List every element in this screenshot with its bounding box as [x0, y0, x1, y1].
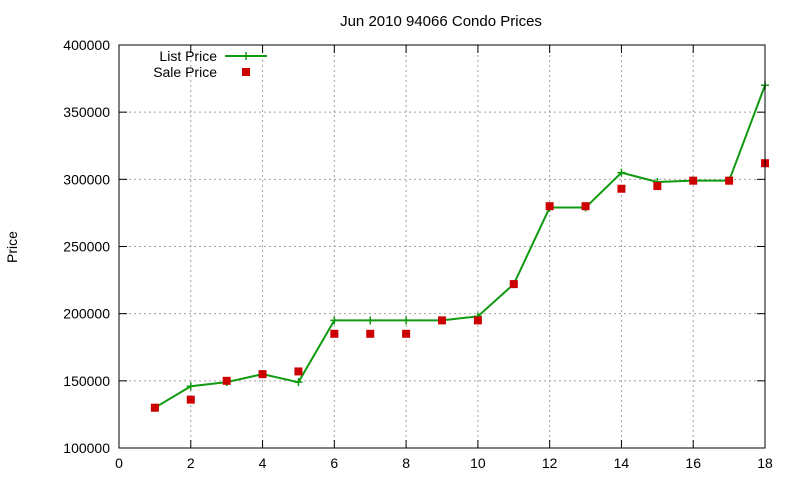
sale-price-point	[689, 176, 698, 185]
sale-price-point	[545, 202, 554, 211]
sale-price-point	[653, 182, 662, 191]
x-tick-label: 14	[614, 455, 630, 471]
x-tick-label: 18	[757, 455, 773, 471]
x-tick-label: 16	[685, 455, 701, 471]
x-tick-label: 6	[330, 455, 338, 471]
series-layer	[150, 81, 769, 412]
x-tick-label: 8	[402, 455, 410, 471]
y-tick-label: 300000	[63, 171, 110, 187]
sale-price-point	[222, 376, 231, 385]
y-tick-label: 100000	[63, 440, 110, 456]
sale-price-point	[438, 316, 446, 325]
x-tick-label: 10	[470, 455, 486, 471]
y-tick-label: 200000	[63, 306, 110, 322]
list-price-line	[154, 84, 766, 409]
sale-price-point	[150, 403, 159, 412]
x-tick-label: 0	[115, 455, 123, 471]
list-price-point	[366, 316, 375, 325]
sale-price-point	[725, 176, 734, 185]
sale-price-point	[330, 329, 339, 338]
legend-swatch-point	[242, 52, 250, 60]
chart-title: Jun 2010 94066 Condo Prices	[340, 13, 542, 30]
sale-price-point	[402, 329, 411, 338]
sale-price-point	[617, 184, 626, 193]
y-tick-label: 350000	[63, 104, 110, 120]
grid	[119, 45, 765, 448]
x-tick-label: 2	[187, 455, 195, 471]
list-price-point	[617, 168, 626, 177]
sale-price-point	[366, 329, 375, 338]
legend-swatch-point	[242, 68, 250, 76]
y-tick-label: 250000	[63, 239, 110, 255]
list-price-point	[294, 378, 303, 387]
list-price-point	[330, 316, 339, 325]
tick-labels: 100000 150000 200000 250000 300000 350000 4000…	[63, 37, 773, 471]
y-tick-label: 400000	[63, 37, 110, 53]
legend-label: Sale Price	[153, 64, 217, 80]
sale-price-point	[186, 395, 195, 404]
plot-frame	[118, 44, 766, 449]
legend-label: List Price	[159, 48, 217, 64]
y-tick-label: 150000	[63, 373, 110, 389]
series-sale-price	[150, 159, 769, 412]
sale-price-point	[509, 280, 518, 289]
list-price-point	[402, 316, 411, 325]
x-tick-label: 12	[542, 455, 558, 471]
sale-price-point	[294, 367, 303, 376]
list-price-point	[186, 382, 195, 391]
y-axis-label: Price	[4, 231, 20, 263]
sale-price-point	[581, 202, 590, 211]
x-tick-label: 4	[259, 455, 267, 471]
sale-price-point	[258, 370, 267, 379]
sale-price-point	[473, 316, 482, 325]
